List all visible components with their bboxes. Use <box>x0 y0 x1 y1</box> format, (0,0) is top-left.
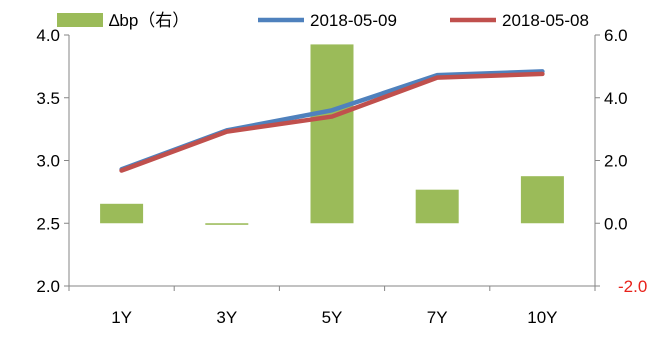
legend-label: ∆bp（右） <box>109 11 189 30</box>
category-label: 10Y <box>527 308 557 327</box>
right-tick-label: 0.0 <box>604 214 628 233</box>
bar <box>205 223 249 225</box>
right-tick-label: 6.0 <box>604 26 628 45</box>
left-tick-label: 3.0 <box>36 152 60 171</box>
bar <box>100 203 144 224</box>
line-series <box>119 69 545 173</box>
category-label: 1Y <box>111 308 132 327</box>
category-label: 5Y <box>322 308 343 327</box>
left-tick-label: 2.0 <box>36 277 60 296</box>
bar-series <box>100 44 564 225</box>
right-tick-label: 4.0 <box>604 89 628 108</box>
legend-swatch-bar <box>57 13 103 27</box>
legend-label: 2018-05-08 <box>502 11 589 30</box>
axes <box>64 34 600 291</box>
bar <box>310 44 354 224</box>
tick-labels: 2.0 2.5 3.0 3.5 4.0 -2.0 0.0 2.0 4.0 6.0 1Y 3Y 5Y 7Y 1… <box>36 26 647 327</box>
legend: ∆bp（右） 2018-05-09 2018-05-08 <box>57 11 589 30</box>
bar <box>520 176 564 224</box>
legend-label: 2018-05-09 <box>310 11 397 30</box>
category-label: 3Y <box>216 308 237 327</box>
category-label: 7Y <box>427 308 448 327</box>
series-line-2 <box>119 71 545 173</box>
left-tick-label: 3.5 <box>36 89 60 108</box>
right-tick-label: 2.0 <box>604 152 628 171</box>
right-tick-label: -2.0 <box>618 277 647 296</box>
left-tick-label: 4.0 <box>36 26 60 45</box>
bar <box>415 189 459 224</box>
left-tick-label: 2.5 <box>36 214 60 233</box>
